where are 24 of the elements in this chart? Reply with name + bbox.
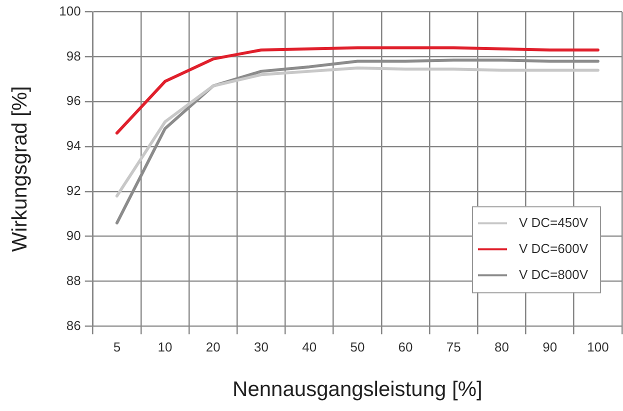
legend-label: V DC=800V (519, 266, 588, 282)
y-axis-title: Wirkungsgrad [%] (8, 86, 32, 252)
x-tick-label: 20 (206, 340, 220, 355)
x-tick-label: 5 (113, 340, 121, 355)
y-tick-label: 94 (66, 138, 81, 154)
y-tick-label: 100 (59, 3, 81, 18)
x-tick-label: 40 (302, 340, 317, 355)
y-tick-label: 86 (66, 318, 81, 333)
x-tick-label: 75 (446, 340, 461, 355)
x-tick-label: 100 (587, 340, 609, 355)
x-tick-label: 50 (350, 340, 365, 355)
y-tick-label: 98 (66, 48, 81, 64)
x-axis-title: Nennausgangsleistung [%] (232, 378, 482, 402)
x-tick-label: 10 (158, 340, 172, 355)
x-tick-label: 30 (254, 340, 268, 355)
y-tick-label: 96 (66, 93, 81, 108)
legend-label: V DC=450V (519, 214, 588, 230)
y-tick-label: 88 (66, 272, 81, 288)
x-tick-label: 90 (542, 340, 558, 355)
x-tick-label: 60 (398, 340, 413, 355)
y-tick-label: 92 (66, 183, 81, 198)
legend-label: V DC=600V (519, 240, 588, 256)
x-tick-label: 80 (494, 340, 509, 355)
y-tick-label: 90 (66, 228, 81, 243)
